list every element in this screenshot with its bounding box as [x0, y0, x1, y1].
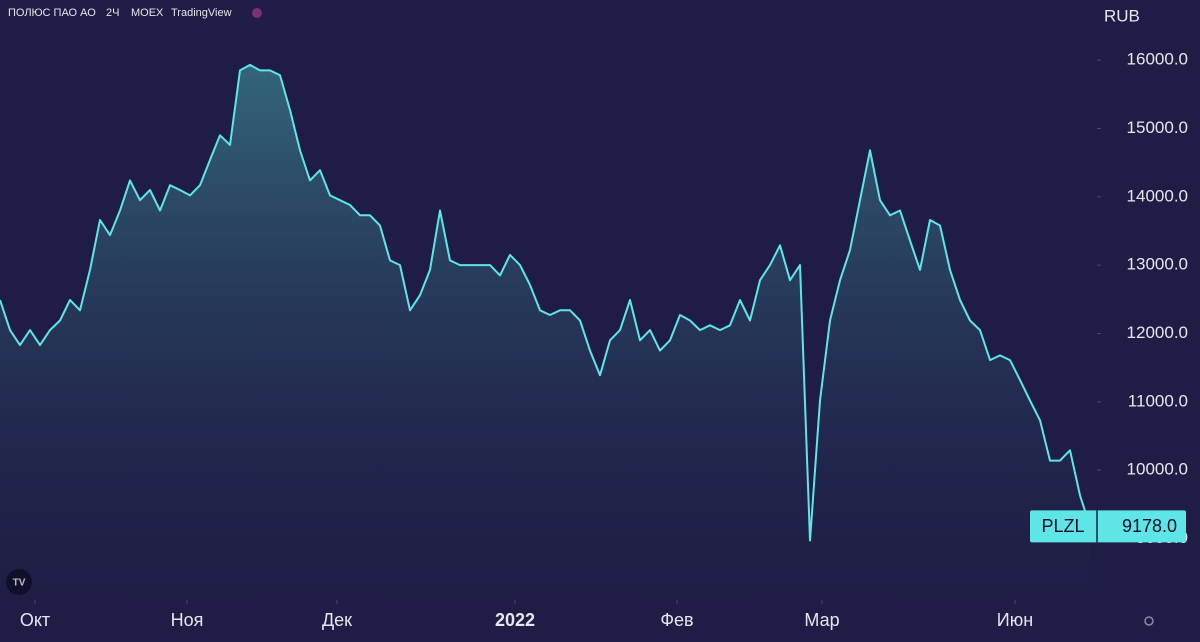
x-tick-label: Дек — [322, 610, 352, 630]
y-tick-label: 16000.0 — [1127, 50, 1188, 69]
symbol-label: PLZL — [1041, 516, 1084, 536]
area-fill — [0, 64, 1090, 600]
x-tick-label: Мар — [804, 610, 839, 630]
y-tick-label: 14000.0 — [1127, 186, 1188, 205]
header-item: TradingView — [171, 7, 232, 19]
y-tick-label: 11000.0 — [1128, 391, 1188, 410]
header-item: MOEX — [131, 7, 164, 19]
x-tick-label: Фев — [660, 610, 693, 630]
header-item: ПОЛЮС ПАО АО — [8, 7, 96, 19]
price-label-box — [1030, 510, 1186, 543]
header-item: 2Ч — [106, 7, 119, 19]
y-tick-label: 13000.0 — [1127, 255, 1188, 274]
y-tick-label: 10000.0 — [1127, 460, 1188, 479]
price-line — [0, 63, 1091, 542]
header: ПОЛЮС ПАО АО 2Ч MOEX TradingView — [8, 7, 262, 19]
x-tick-label: 2022 — [495, 610, 535, 630]
settings-icon[interactable] — [1144, 616, 1154, 626]
y-tick-label: 15000.0 — [1127, 118, 1188, 137]
price-label: 9178.0 — [1122, 516, 1177, 536]
x-tick-label: Июн — [997, 610, 1033, 630]
y-tick-label: 12000.0 — [1127, 323, 1188, 342]
x-tick-label: Ноя — [171, 610, 204, 630]
header-icon — [252, 8, 262, 18]
x-tick-label: Окт — [20, 610, 50, 630]
currency[interactable]: RUB — [1104, 6, 1140, 25]
